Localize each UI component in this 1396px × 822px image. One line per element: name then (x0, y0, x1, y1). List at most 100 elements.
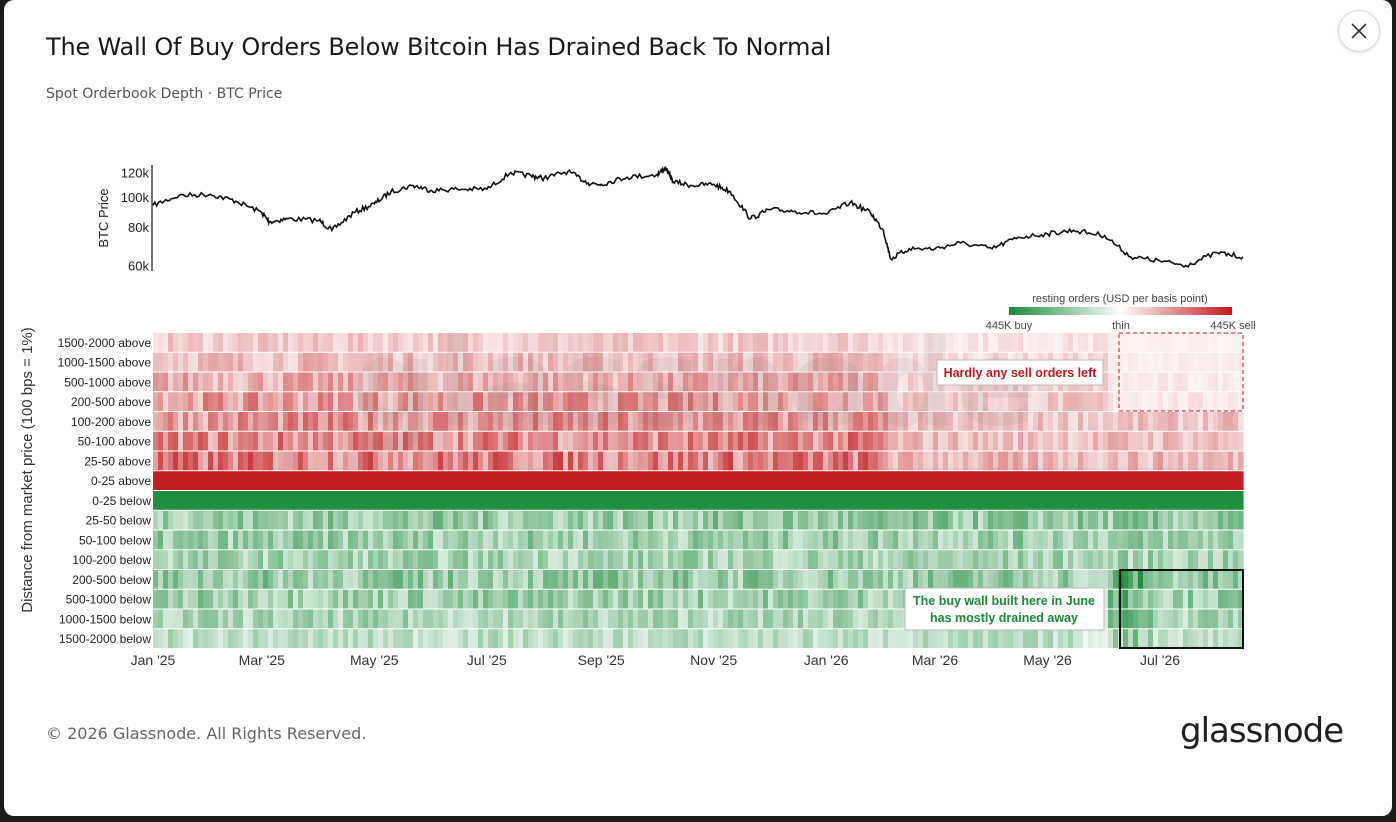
heatmap-cell (578, 372, 584, 392)
heatmap-cell (418, 431, 424, 451)
heatmap-cell (513, 589, 519, 609)
colorbar-mid-label: thin (1112, 320, 1130, 332)
heatmap-cell (998, 392, 1004, 411)
heatmap-cell (1068, 471, 1074, 490)
heatmap-cell (1153, 530, 1159, 550)
heatmap-cell (258, 372, 264, 392)
heatmap-cell (1163, 629, 1169, 648)
heatmap-cell (1013, 491, 1019, 510)
heatmap-cell (628, 352, 634, 372)
heatmap-cell (903, 451, 909, 471)
heatmap-cell (458, 570, 464, 589)
heatmap-cell (878, 471, 884, 490)
heatmap-cell (628, 392, 634, 411)
heatmap-cell (968, 550, 974, 569)
heatmap-cell (958, 431, 964, 451)
heatmap-cell (903, 570, 909, 589)
heatmap-cell (1078, 392, 1084, 411)
heatmap-cell (878, 451, 884, 471)
heatmap-cell (1158, 471, 1164, 490)
heatmap-cell (348, 491, 354, 510)
heatmap-cell (1038, 530, 1044, 550)
heatmap-cell (798, 431, 804, 451)
heatmap-cell (303, 471, 309, 490)
heatmap-cell (188, 510, 194, 530)
heatmap-cell (208, 412, 214, 431)
heatmap-cell (1008, 629, 1014, 648)
heatmap-cell (468, 471, 474, 490)
heatmap-cell (293, 392, 299, 411)
heatmap-cell (1158, 333, 1164, 352)
heatmap-cell (753, 372, 759, 392)
heatmap-cell (1173, 333, 1179, 352)
close-button[interactable] (1338, 10, 1380, 52)
heatmap-cell (1018, 451, 1024, 471)
heatmap-cell (1153, 570, 1159, 589)
heatmap-cell (188, 451, 194, 471)
heatmap-cell (483, 412, 489, 431)
heatmap-cell (1193, 333, 1199, 352)
heatmap-cell (1223, 550, 1229, 569)
heatmap-cell (448, 392, 454, 411)
heatmap-cell (763, 431, 769, 451)
heatmap-cell (343, 471, 349, 490)
heatmap-cell (218, 530, 224, 550)
heatmap-cell (1188, 333, 1194, 352)
heatmap-cell (488, 550, 494, 569)
heatmap-cell (688, 333, 694, 352)
heatmap-row-label: 200-500 above (71, 395, 151, 409)
heatmap-cell (1233, 570, 1239, 589)
heatmap-cell (638, 570, 644, 589)
heatmap-cell (1123, 589, 1129, 609)
heatmap-cell (778, 372, 784, 392)
heatmap-cell (1198, 392, 1204, 411)
heatmap-cell (428, 372, 434, 392)
heatmap-cell (1183, 609, 1189, 629)
heatmap-cell (313, 372, 319, 392)
heatmap-cell (1133, 412, 1139, 431)
heatmap-cell (923, 392, 929, 411)
heatmap-cell (483, 352, 489, 372)
heatmap-cell (153, 451, 159, 471)
heatmap-cell (1228, 451, 1234, 471)
heatmap-cell (438, 431, 444, 451)
heatmap-cell (578, 609, 584, 629)
heatmap-cell (223, 352, 229, 372)
heatmap-cell (723, 530, 729, 550)
heatmap-cell (383, 431, 389, 451)
heatmap-cell (173, 431, 179, 451)
heatmap-cell (1168, 510, 1174, 530)
heatmap-cell (1193, 372, 1199, 392)
heatmap-cell (1238, 431, 1244, 451)
heatmap-cell (838, 372, 844, 392)
heatmap-cell (303, 392, 309, 411)
heatmap-cell (328, 451, 334, 471)
heatmap-cell (638, 372, 644, 392)
colorbar: resting orders (USD per basis point) 445… (986, 293, 1256, 332)
heatmap-cell (288, 530, 294, 550)
heatmap-cell (303, 510, 309, 530)
heatmap-cell (483, 471, 489, 490)
heatmap-cell (1023, 333, 1029, 352)
heatmap-cell (883, 451, 889, 471)
heatmap-cell (233, 412, 239, 431)
heatmap-cell (1148, 372, 1154, 392)
heatmap-cell (203, 471, 209, 490)
heatmap-cell (448, 412, 454, 431)
heatmap-cell (403, 589, 409, 609)
heatmap-cell (848, 451, 854, 471)
heatmap-cell (398, 491, 404, 510)
heatmap-cell (1143, 550, 1149, 569)
heatmap-cell (218, 412, 224, 431)
heatmap-cell (1058, 333, 1064, 352)
heatmap-cell (873, 589, 879, 609)
heatmap-cell (1003, 629, 1009, 648)
heatmap-cell (698, 629, 704, 648)
heatmap-cell (678, 629, 684, 648)
heatmap-cell (608, 589, 614, 609)
heatmap-cell (253, 629, 259, 648)
chart-subtitle: Spot Orderbook Depth · BTC Price (46, 86, 283, 102)
heatmap-cell (348, 589, 354, 609)
heatmap-cell (678, 333, 684, 352)
heatmap-cell (438, 372, 444, 392)
